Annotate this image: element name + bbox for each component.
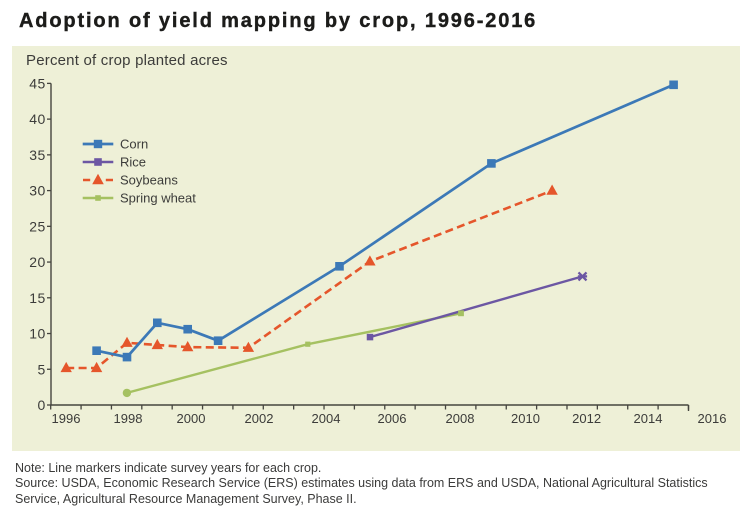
svg-text:2014: 2014	[634, 411, 663, 426]
svg-text:45: 45	[29, 75, 46, 91]
svg-text:2002: 2002	[245, 411, 274, 426]
svg-text:20: 20	[29, 254, 46, 270]
svg-text:2006: 2006	[378, 411, 407, 426]
svg-text:1996: 1996	[52, 411, 81, 426]
svg-text:Spring wheat: Spring wheat	[120, 191, 196, 206]
svg-text:0: 0	[38, 397, 46, 413]
svg-text:Rice: Rice	[120, 155, 146, 170]
svg-text:2016: 2016	[698, 411, 727, 426]
svg-text:2010: 2010	[511, 411, 540, 426]
svg-text:5: 5	[38, 361, 46, 377]
svg-text:30: 30	[29, 183, 46, 199]
svg-text:2004: 2004	[312, 411, 341, 426]
svg-text:2012: 2012	[572, 411, 601, 426]
svg-text:2000: 2000	[177, 411, 206, 426]
svg-text:2008: 2008	[446, 411, 475, 426]
svg-text:15: 15	[29, 290, 46, 306]
svg-text:1998: 1998	[114, 411, 143, 426]
svg-text:10: 10	[29, 326, 46, 342]
svg-text:Soybeans: Soybeans	[120, 173, 178, 188]
svg-text:35: 35	[29, 147, 46, 163]
svg-text:40: 40	[29, 111, 46, 127]
svg-text:25: 25	[29, 218, 46, 234]
svg-text:Corn: Corn	[120, 137, 148, 152]
